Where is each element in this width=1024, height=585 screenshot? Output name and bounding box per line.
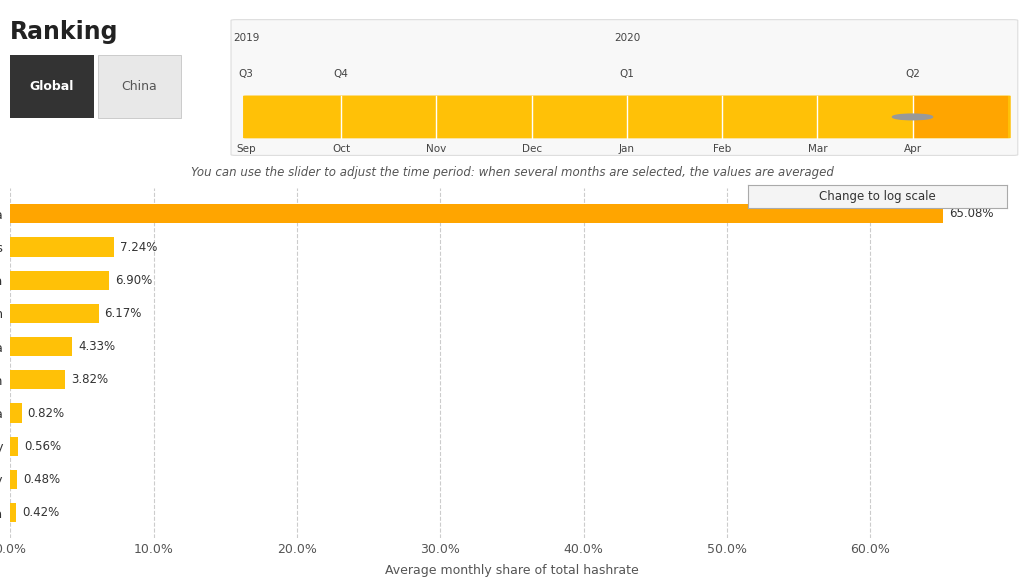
- Bar: [912, 96, 1008, 138]
- Bar: [10, 370, 65, 390]
- Text: Apr: Apr: [903, 143, 922, 153]
- Text: You can use the slider to adjust the time period: when several months are select: You can use the slider to adjust the tim…: [190, 166, 834, 180]
- Text: Q2: Q2: [905, 69, 920, 79]
- Text: Ranking: Ranking: [10, 20, 119, 44]
- Text: 3.82%: 3.82%: [71, 373, 108, 386]
- Bar: [10, 503, 16, 522]
- Bar: [10, 470, 17, 489]
- Text: Global: Global: [30, 80, 74, 94]
- Text: 0.82%: 0.82%: [28, 407, 65, 419]
- Text: Feb: Feb: [713, 143, 731, 153]
- Bar: [10, 204, 943, 223]
- Text: 0.42%: 0.42%: [22, 506, 59, 519]
- Text: Q1: Q1: [620, 69, 634, 79]
- Text: 7.24%: 7.24%: [120, 240, 157, 253]
- Text: Jan: Jan: [618, 143, 635, 153]
- Text: Q3: Q3: [239, 69, 254, 79]
- Text: Sep: Sep: [237, 143, 256, 153]
- Text: 4.33%: 4.33%: [78, 340, 115, 353]
- Text: Q4: Q4: [334, 69, 349, 79]
- Text: Nov: Nov: [426, 143, 446, 153]
- Text: China: China: [121, 80, 157, 94]
- FancyBboxPatch shape: [97, 56, 181, 118]
- Text: 2020: 2020: [613, 33, 640, 43]
- Bar: [10, 271, 110, 290]
- Circle shape: [893, 114, 933, 120]
- Text: 6.90%: 6.90%: [115, 274, 153, 287]
- X-axis label: Average monthly share of total hashrate: Average monthly share of total hashrate: [385, 565, 639, 577]
- FancyBboxPatch shape: [231, 20, 1018, 156]
- FancyBboxPatch shape: [243, 95, 1011, 138]
- Bar: [10, 337, 73, 356]
- FancyBboxPatch shape: [10, 56, 93, 118]
- Text: 2019: 2019: [232, 33, 259, 43]
- Bar: [10, 436, 18, 456]
- Text: 0.56%: 0.56%: [24, 440, 61, 453]
- Bar: [10, 238, 114, 257]
- Text: Mar: Mar: [808, 143, 827, 153]
- Text: 0.48%: 0.48%: [23, 473, 60, 486]
- Bar: [10, 404, 22, 423]
- Text: 65.08%: 65.08%: [949, 207, 993, 221]
- Text: 6.17%: 6.17%: [104, 307, 141, 320]
- Text: Dec: Dec: [521, 143, 542, 153]
- Bar: [10, 304, 98, 323]
- Text: Oct: Oct: [332, 143, 350, 153]
